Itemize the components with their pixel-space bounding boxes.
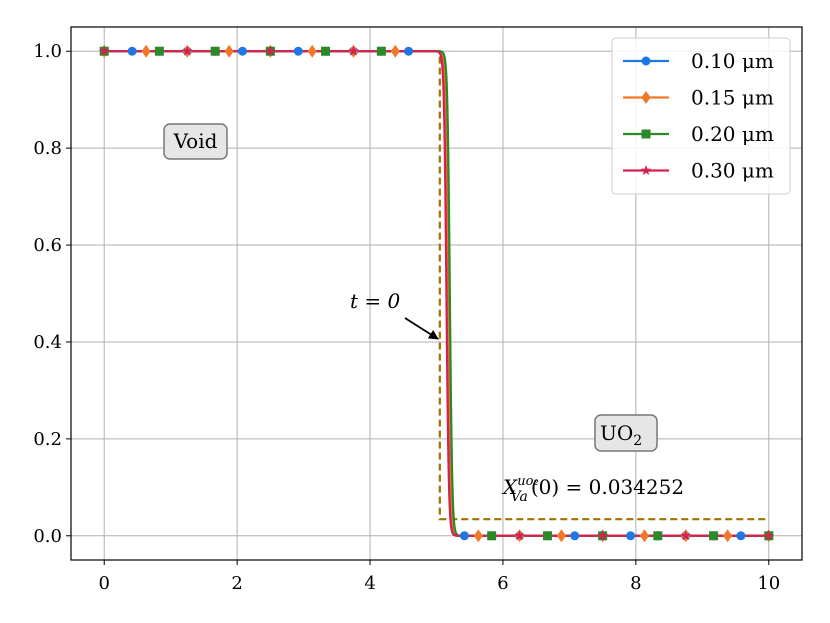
series-point-2 [376,46,386,56]
series-point-1 [141,44,151,58]
void-box [163,123,228,160]
void-label: Void [173,129,218,153]
series-point-1 [723,529,733,543]
series-point-0 [570,531,580,541]
legend-marker-2 [641,129,651,139]
legend-label-1: 0.15 μm [691,86,774,110]
uo2-label: UO2 [600,421,642,449]
series-point-0 [237,46,247,56]
series-point-1 [556,529,566,543]
series-point-0 [459,531,469,541]
series-point-3 [763,530,774,541]
series-point-1 [307,44,317,58]
legend-label-3: 0.30 μm [691,159,774,183]
series-point-0 [404,46,414,56]
series-point-2 [321,46,331,56]
series-point-3 [265,45,276,56]
y-tick-label: 1.0 [33,41,62,62]
series-point-2 [487,531,497,541]
series-markers [99,44,774,543]
series-point-1 [390,44,400,58]
x-tick-label: 8 [630,573,641,594]
legend-label-0: 0.10 μm [691,49,774,73]
x-tick-label: 2 [231,573,242,594]
series-point-3 [182,45,193,56]
xva-label: Xuo₂ Va (0) = 0.034252 [501,474,684,505]
legend-marker-3 [640,165,652,175]
series-point-3 [597,530,608,541]
x-tick-label: 4 [364,573,375,594]
y-tick-label: 0.8 [33,138,62,159]
axis-ticks: 0 2 4 6 8 10 0.0 0.2 0.4 0.6 0.8 1.0 [33,41,780,594]
series-point-3 [514,530,525,541]
legend-box [611,37,791,195]
series-point-0 [626,531,636,541]
series-point-3 [348,45,359,56]
series-point-0 [293,46,303,56]
series-point-0 [736,531,746,541]
t0-arrow [404,317,439,340]
series-point-2 [542,531,552,541]
legend-marker-0 [641,56,651,66]
t0-annotation: t = 0 [350,289,439,340]
uo2-annotation: UO2 [594,414,658,452]
series-point-2 [653,531,663,541]
series-point-2 [709,531,719,541]
series-point-3 [680,530,691,541]
x-tick-label: 10 [757,573,780,594]
uo2-box [594,414,658,452]
series-point-3 [99,45,110,56]
series-point-2 [210,46,220,56]
void-annotation: Void [163,123,228,160]
y-tick-label: 0.6 [33,235,62,256]
legend-label-2: 0.20 μm [691,122,774,146]
series-point-1 [640,529,650,543]
x-tick-label: 0 [99,573,110,594]
y-tick-label: 0.2 [33,429,62,450]
t0-label: t = 0 [350,289,401,313]
series-point-2 [154,46,164,56]
legend-entries: 0.10 μm 0.15 μm 0.20 μm 0.30 μm [623,49,774,183]
legend-marker-1 [641,91,651,104]
y-tick-label: 0.4 [33,332,62,353]
series-point-1 [224,44,234,58]
series-point-0 [127,46,137,56]
xva-annotation: Xuo₂ Va (0) = 0.034252 [501,474,684,505]
plot-frame [70,26,803,561]
series-point-1 [473,529,483,543]
y-tick-label: 0.0 [33,526,62,547]
x-tick-label: 6 [497,573,508,594]
legend: 0.10 μm 0.15 μm 0.20 μm 0.30 μm [611,37,791,195]
